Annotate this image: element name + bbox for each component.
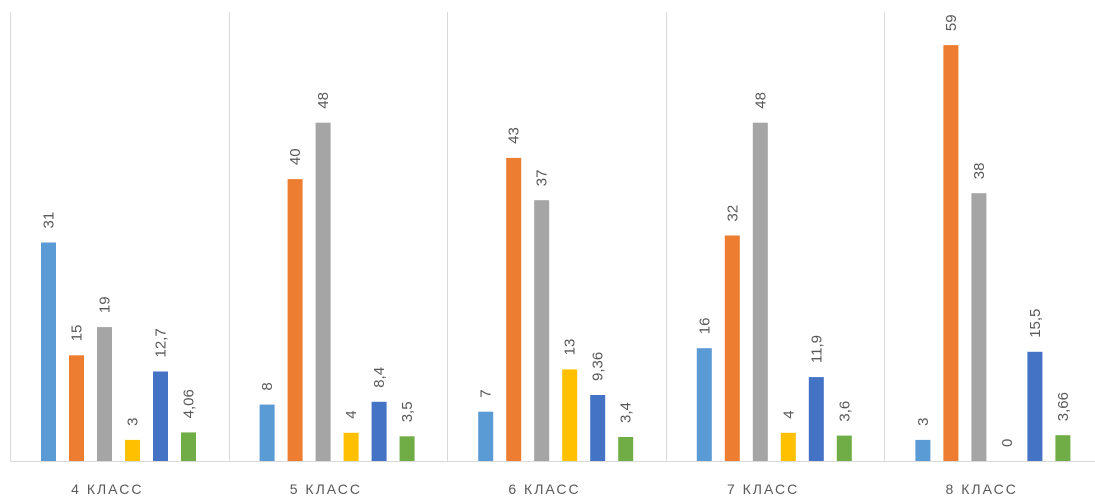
category-label: 7 КЛАСС — [727, 481, 799, 497]
category-label: 6 КЛАСС — [508, 481, 580, 497]
data-label: 43 — [506, 127, 523, 144]
data-label: 37 — [534, 170, 551, 187]
bar — [69, 355, 84, 461]
bar — [724, 235, 740, 461]
bar — [1027, 351, 1043, 462]
data-label: 8,4 — [371, 367, 388, 388]
data-label: 9,36 — [590, 352, 607, 381]
category-separators — [10, 12, 885, 461]
data-label: 8 — [259, 382, 276, 390]
bar — [181, 432, 196, 461]
data-label: 15 — [69, 325, 86, 342]
bar — [1055, 435, 1071, 461]
category-labels: 4 КЛАСС 5 КЛАСС 6 КЛАСС 7 КЛАСС 8 КЛАСС — [71, 481, 1018, 497]
data-label: 48 — [752, 92, 769, 109]
bar — [971, 193, 987, 461]
bar — [506, 157, 522, 461]
bar — [590, 395, 606, 461]
data-label: 0 — [999, 439, 1016, 447]
data-label: 16 — [696, 318, 713, 335]
data-label: 3 — [125, 418, 142, 426]
data-label: 3 — [915, 418, 932, 426]
data-label: 7 — [478, 389, 495, 397]
bar — [153, 371, 168, 461]
data-label: 32 — [724, 205, 741, 222]
bar — [752, 122, 768, 461]
data-label: 15,5 — [1027, 309, 1044, 338]
bar — [696, 348, 712, 461]
bar — [259, 404, 275, 461]
data-labels: 311519312,74,068404848,43,574337139,363,… — [41, 14, 1072, 447]
bar — [125, 439, 140, 461]
data-label: 3,5 — [399, 401, 416, 422]
data-label: 40 — [287, 148, 304, 165]
category-label: 5 КЛАСС — [290, 481, 362, 497]
bar — [315, 122, 331, 461]
data-label: 3,6 — [836, 401, 853, 422]
category-label: 8 КЛАСС — [946, 481, 1018, 497]
data-label: 59 — [943, 14, 960, 31]
bar — [808, 377, 824, 461]
data-label: 3,66 — [1055, 392, 1072, 421]
bar — [343, 432, 359, 461]
bar — [534, 200, 550, 461]
data-label: 4 — [780, 410, 797, 418]
bar — [478, 411, 494, 461]
bar — [371, 401, 387, 461]
data-label: 13 — [562, 339, 579, 356]
data-label: 12,7 — [153, 328, 170, 357]
data-label: 4,06 — [181, 389, 198, 418]
bar — [399, 436, 415, 461]
bar — [836, 435, 852, 461]
data-label: 48 — [315, 92, 332, 109]
bar — [41, 242, 56, 461]
data-label: 11,9 — [808, 335, 825, 363]
bar — [943, 45, 959, 461]
bar — [97, 327, 112, 461]
data-label: 19 — [97, 296, 114, 313]
bar — [618, 437, 634, 461]
bar — [915, 439, 931, 461]
category-label: 4 КЛАСС — [71, 481, 143, 497]
data-label: 38 — [971, 163, 988, 180]
data-label: 4 — [343, 410, 360, 418]
bars — [41, 45, 1071, 462]
data-label: 3,4 — [618, 402, 635, 423]
bar — [287, 179, 303, 461]
bar — [780, 432, 796, 461]
bar — [562, 369, 578, 461]
data-label: 31 — [41, 212, 58, 229]
